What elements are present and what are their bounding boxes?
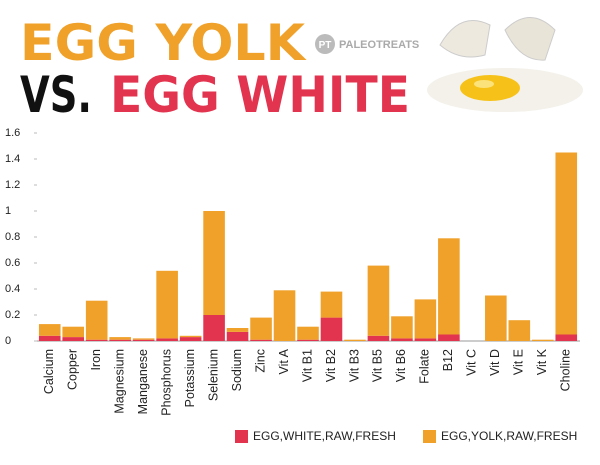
- shell-left: [439, 20, 491, 58]
- bar-segment: [391, 316, 413, 339]
- bar-segment: [250, 317, 272, 340]
- bar-segment: [85, 339, 108, 341]
- bar-segment: [250, 339, 272, 341]
- logo-mark: PT: [319, 40, 332, 51]
- x-tick-label: Vit B5: [371, 349, 385, 382]
- x-tick-label: B12: [441, 349, 455, 371]
- y-tick-label: 0.6: [5, 257, 20, 269]
- bar-segment: [226, 331, 249, 341]
- x-tick-label: Magnesium: [112, 349, 126, 414]
- bar-segment: [38, 335, 61, 341]
- y-tick-label: 1: [5, 205, 11, 217]
- x-tick-label: Folate: [418, 349, 432, 384]
- title-white: EGG WHITE: [110, 66, 410, 124]
- egg-illustration: [427, 17, 583, 112]
- title-yolk: EGG YOLK: [20, 14, 307, 72]
- bar-segment: [367, 265, 390, 336]
- title-vs: VS.: [20, 66, 92, 124]
- bar-segment: [179, 337, 202, 341]
- x-tick-label: Zinc: [253, 349, 267, 373]
- bar-segment: [297, 339, 319, 341]
- logo-circle: [315, 34, 335, 54]
- logo: PT PALEOTREATS: [315, 34, 419, 54]
- legend-swatch: [423, 430, 436, 443]
- x-tick-label: Vit B1: [300, 349, 314, 382]
- bar-segment: [109, 337, 131, 340]
- bar-segment: [38, 324, 61, 336]
- bar-segment: [508, 320, 531, 341]
- yolk: [460, 75, 520, 101]
- bar-segment: [179, 335, 202, 338]
- x-tick-label: Manganese: [136, 349, 150, 414]
- y-tick-label: 0.4: [5, 283, 20, 295]
- bar-segment: [414, 338, 437, 341]
- bar-segment: [344, 339, 366, 341]
- y-tick-label: 1.6: [5, 127, 20, 139]
- bar-segment: [62, 337, 85, 341]
- bar-segment: [555, 152, 578, 335]
- bar-segment: [85, 300, 108, 340]
- bar-segment: [273, 290, 296, 341]
- x-tick-label: Choline: [559, 349, 573, 391]
- legend-label: EGG,YOLK,RAW,FRESH: [441, 429, 577, 443]
- y-tick-label: 0.8: [5, 231, 20, 243]
- bar-segment: [438, 238, 460, 335]
- x-tick-label: Sodium: [230, 349, 244, 391]
- shell-right: [504, 17, 556, 61]
- bar-segment: [132, 339, 155, 341]
- x-tick-label: Potassium: [183, 349, 197, 407]
- x-tick-label: Vit B6: [394, 349, 408, 382]
- bar-segment: [156, 270, 178, 339]
- bar-segment: [109, 339, 131, 341]
- x-tick-label: Copper: [66, 349, 80, 390]
- y-tick-label: 0.2: [5, 309, 20, 321]
- bar-segment: [555, 334, 578, 341]
- bar-segment: [414, 299, 437, 339]
- x-tick-label: Vit D: [488, 349, 502, 376]
- bar-segment: [485, 295, 507, 341]
- bar-segment: [391, 338, 413, 341]
- x-tick-label: Vit B3: [347, 349, 361, 382]
- x-tick-label: Vit E: [512, 349, 526, 375]
- legend-swatch: [235, 430, 248, 443]
- x-tick-label: Phosphorus: [159, 349, 173, 416]
- bar-segment: [203, 315, 225, 341]
- bar-segment: [531, 339, 554, 341]
- y-tick-label: 1.2: [5, 179, 20, 191]
- x-tick-label: Vit A: [277, 348, 291, 374]
- logo-text: PALEOTREATS: [339, 39, 419, 51]
- bar-segment: [156, 338, 178, 341]
- bar-segment: [320, 317, 343, 341]
- bar-segment: [62, 326, 85, 338]
- y-tick-label: 0: [5, 335, 11, 347]
- bar-segment: [320, 291, 343, 318]
- x-tick-label: Vit K: [535, 348, 549, 375]
- x-tick-label: Vit C: [465, 349, 479, 376]
- bar-segment: [132, 338, 155, 340]
- x-tick-label: Vit B2: [324, 349, 338, 382]
- x-tick-label: Calcium: [42, 349, 56, 394]
- legend-label: EGG,WHITE,RAW,FRESH: [253, 429, 396, 443]
- bar-segment: [226, 328, 249, 332]
- bar-segment: [438, 334, 460, 341]
- yolk-shine: [474, 80, 494, 88]
- x-tick-label: Selenium: [206, 349, 220, 401]
- x-tick-label: Iron: [89, 349, 103, 371]
- y-tick-label: 1.4: [5, 153, 20, 165]
- bar-segment: [203, 211, 225, 315]
- bar-segment: [297, 326, 319, 340]
- bar-segment: [367, 335, 390, 341]
